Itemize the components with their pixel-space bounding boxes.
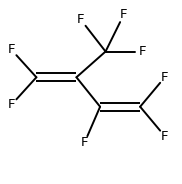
Text: F: F [161, 71, 169, 84]
Text: F: F [77, 13, 84, 26]
Text: F: F [161, 130, 169, 143]
Text: F: F [81, 136, 88, 149]
Text: F: F [8, 98, 15, 111]
Text: F: F [8, 43, 15, 56]
Text: F: F [120, 8, 128, 21]
Text: F: F [139, 45, 147, 58]
